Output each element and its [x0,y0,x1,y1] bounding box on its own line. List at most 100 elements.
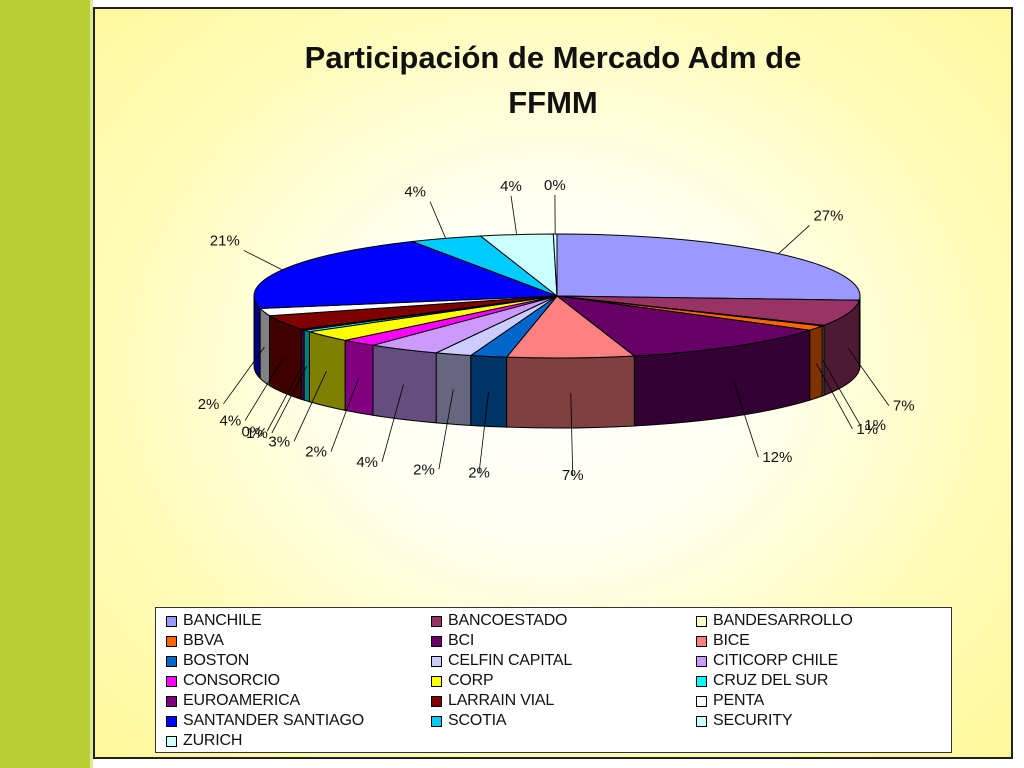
legend-item-penta: PENTA [696,691,951,711]
leader-line-penta [223,346,265,405]
leader-line-security [510,195,518,235]
legend-label: PENTA [713,692,765,709]
pie-slice-bice [505,295,636,359]
legend-swatch [696,655,707,667]
pie-side-consorcio [344,339,374,416]
leader-line-citicorp-chile [381,384,404,462]
data-label-bandesarrollo: 1% [864,417,886,434]
pie-slice-santander-santiago [253,241,558,309]
leader-line-banchile [778,225,810,254]
pie-slice-zurich [552,233,558,297]
legend-label: CRUZ DEL SUR [713,672,829,689]
data-label-scotia: 4% [404,184,426,201]
legend-swatch [166,675,177,687]
legend-swatch [431,695,442,707]
leader-line-scotia [429,201,446,239]
data-label-santander-santiago: 21% [210,232,240,249]
data-label-bci: 12% [762,449,792,466]
legend-swatch [696,635,707,647]
data-label-security: 4% [500,178,522,195]
legend-swatch [696,675,707,687]
data-label-bancoestado: 7% [893,398,915,415]
legend-item-bancoestado: BANCOESTADO [431,611,696,631]
leader-line-bbva [815,362,853,430]
pie-chart: 27%7%1%1%12%7%2%2%4%2%3%1%0%4%2%21%4% 4% 0… [198,177,915,484]
legend-label: LARRAIN VIAL [448,692,555,709]
legend-label: BCI [448,632,475,649]
legend-label: SCOTIA [448,712,507,729]
legend-item-cruz-del-sur: CRUZ DEL SUR [696,671,951,691]
leader-line-celfin-capital [438,389,454,470]
leader-line-bice [570,392,574,476]
data-label-bbva: 1% [856,421,878,438]
chart-title-line-2: FFMM [508,85,598,120]
chart-legend: BANCHILE BANCOESTADO BANDESARROLLO BBVA BCI B… [155,607,952,753]
leader-line-santander-santiago [243,250,283,271]
legend-label: BANCOESTADO [448,612,568,629]
legend-item-citicorp-chile: CITICORP CHILE [696,651,951,671]
legend-item-bice: BICE [696,631,951,651]
legend-item-larrain-vial: LARRAIN VIAL [431,691,696,711]
legend-swatch [431,615,442,627]
data-label-bice: 7% [562,467,584,484]
legend-item-banchile: BANCHILE [166,611,431,631]
legend-label: EUROAMERICA [183,692,300,709]
pie-side-bice [506,355,635,429]
legend-item-consorcio: CONSORCIO [166,671,431,691]
legend-swatch [166,615,177,627]
legend-swatch [431,675,442,687]
data-label-penta: 2% [198,396,220,413]
pie-data-labels: 27%7%1%1%12%7%2%2%4%2%3%1%0%4%2%21%4% 4% 0… [198,177,915,484]
leader-line-euroamerica [266,364,304,432]
legend-label: BBVA [183,632,224,649]
left-accent-bar-edge [90,0,93,768]
data-label-zurich: 0% [544,177,566,194]
pie-slice-banchile [556,233,861,301]
legend-swatch [166,655,177,667]
legend-swatch [696,615,707,627]
data-label-celfin-capital: 2% [413,461,435,478]
data-label-cruz-del-sur: 1% [246,425,268,442]
pie-side-citicorp-chile [372,344,437,424]
leader-line-bandesarrollo [822,360,861,426]
data-label-consorcio: 2% [305,444,327,461]
legend-label: CONSORCIO [183,672,280,689]
pie-side-cruz-del-sur [303,329,310,403]
legend-label: BOSTON [183,652,250,669]
data-label-corp: 3% [268,433,290,450]
legend-swatch [696,695,707,707]
pie-side-bbva [809,325,823,401]
pie-side-larrain-vial [269,314,302,400]
leader-line-bci [733,381,759,458]
legend-item-santander-santiago: SANTANDER SANTIAGO [166,711,431,731]
chart-title: Participación de Mercado Adm de FFMM [95,35,1011,125]
pie-side-boston [470,354,508,428]
legend-item-corp: CORP [431,671,696,691]
pie-side-penta [259,307,271,387]
legend-swatch [696,715,707,727]
pie-side-walls [253,295,861,429]
pie-slice-bancoestado [556,295,860,326]
data-label-euroamerica: 0% [241,423,263,440]
pie-side-celfin-capital [435,352,472,426]
pie-side-corp [308,331,346,411]
leader-line-boston [478,391,490,473]
leader-line-corp [293,371,327,442]
leader-line-larrain-vial [244,357,284,421]
legend-item-bandesarrollo: BANDESARROLLO [696,611,951,631]
legend-item-boston: BOSTON [166,651,431,671]
legend-label: CELFIN CAPITAL [448,652,573,669]
chart-title-line-1: Participación de Mercado Adm de [304,40,802,75]
legend-swatch [166,715,177,727]
legend-item-euroamerica: EUROAMERICA [166,691,431,711]
legend-item-zurich: ZURICH [166,731,431,751]
legend-label: CORP [448,672,494,689]
legend-swatch [431,655,442,667]
pie-top [253,233,861,359]
legend-label: ZURICH [183,732,243,749]
chart-area: Participación de Mercado Adm de FFMM 27%… [93,7,1013,759]
legend-item-celfin-capital: CELFIN CAPITAL [431,651,696,671]
legend-item-bci: BCI [431,631,696,651]
legend-swatch [166,635,177,647]
pie-side-santander-santiago [253,295,261,380]
